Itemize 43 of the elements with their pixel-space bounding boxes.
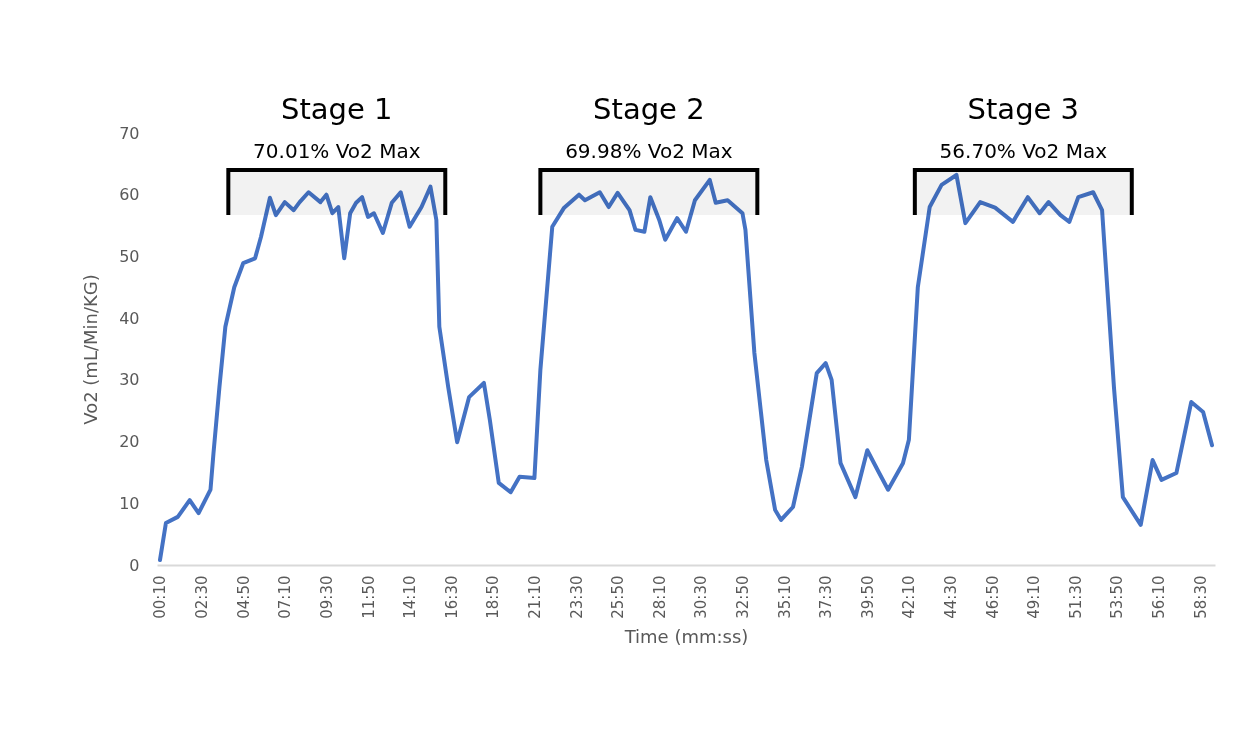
x-tick-label: 11:50 [359,575,378,619]
x-tick-label: 23:30 [567,575,586,619]
y-tick-label: 40 [119,308,140,328]
x-tick-label: 44:30 [942,575,960,619]
x-tick-label: 46:50 [983,575,1002,619]
y-tick-label: 10 [119,493,140,513]
x-tick-label: 53:50 [1108,575,1127,619]
y-tick-label: 20 [119,432,140,452]
x-tick-label: 14:10 [401,575,420,619]
x-tick-label: 02:30 [193,575,212,619]
x-tick-label: 00:10 [151,575,170,619]
x-tick-label: 32:50 [733,575,752,619]
y-tick-label: 50 [119,246,140,266]
x-tick-label: 37:30 [817,575,836,619]
y-tick-label: 70 [119,123,140,143]
y-tick-label: 30 [119,370,140,390]
x-tick-label: 18:50 [484,575,503,619]
x-tick-label: 04:50 [234,575,253,619]
x-tick-label: 51:30 [1066,575,1085,619]
band-label: 56.70% Vo2 Max [939,139,1108,163]
x-tick-label: 28:10 [650,575,669,619]
y-tick-label: 60 [119,185,140,205]
text: Stage 3 [967,92,1080,126]
y-tick-label: 0 [129,555,140,575]
x-tick-label: 49:10 [1025,575,1044,619]
x-tick-label: 30:30 [692,575,711,619]
text: Stage 1 [281,92,393,126]
text: Stage 2 [593,92,705,126]
y-axis-title: Vo2 (mL/Min/KG) [80,274,102,425]
band-label: 69.98% Vo2 Max [565,139,733,163]
x-tick-label: 39:50 [858,575,877,619]
x-tick-label: 09:30 [317,575,336,619]
x-tick-label: 16:30 [442,575,461,619]
x-tick-label: 25:50 [609,575,628,619]
band-label: 70.01% Vo2 Max [253,139,421,163]
x-axis-title: Time (mm:ss) [623,625,749,647]
x-tick-label: 56:10 [1150,575,1169,619]
x-tick-label: 58:30 [1191,575,1210,619]
line-series [157,172,1215,563]
x-tick-label: 07:10 [276,575,295,619]
x-tick-label: 42:10 [900,575,919,619]
x-tick-label: 21:10 [525,575,544,619]
x-tick-label: 35:10 [775,575,794,619]
